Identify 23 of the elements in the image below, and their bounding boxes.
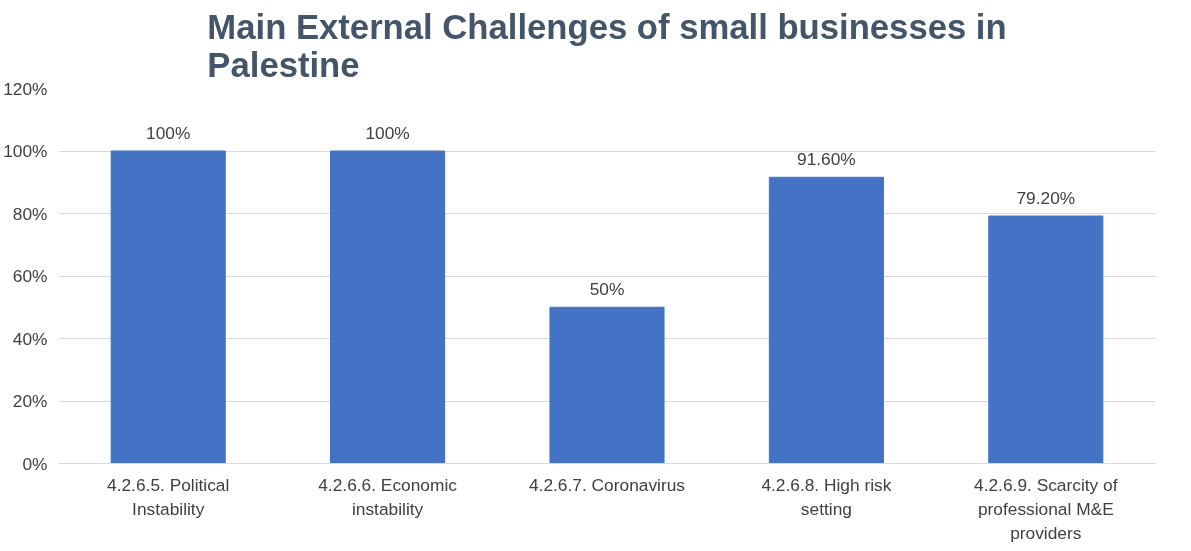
bar bbox=[768, 176, 884, 464]
y-tick-label: 100% bbox=[3, 141, 48, 161]
y-tick-label: 120% bbox=[3, 78, 48, 99]
x-tick-label: 4.2.6.6. Economic instability bbox=[318, 474, 458, 519]
y-tick-label: 60% bbox=[12, 266, 48, 286]
bar bbox=[330, 150, 446, 464]
data-label: 50% bbox=[589, 279, 625, 300]
bar bbox=[549, 306, 665, 464]
y-tick-label: 80% bbox=[12, 203, 48, 224]
x-tick-label: 4.2.6.5. Political Instability bbox=[107, 474, 230, 519]
data-label: 100% bbox=[146, 123, 191, 143]
bar bbox=[988, 215, 1104, 464]
x-tick-label: 4.2.6.7. Coronavirus bbox=[528, 474, 686, 495]
data-label: 79.20% bbox=[1016, 188, 1076, 208]
bar bbox=[110, 150, 226, 464]
y-tick-label: 40% bbox=[12, 328, 48, 349]
y-tick-label: 20% bbox=[12, 391, 48, 411]
data-label: 91.60% bbox=[797, 149, 856, 170]
data-label: 100% bbox=[365, 123, 410, 143]
chart-title: Main External Challenges of small businesses in Palestine bbox=[207, 7, 1007, 84]
y-tick-label: 0% bbox=[22, 453, 48, 474]
x-tick-label: 4.2.6.8. High risk setting bbox=[761, 474, 892, 519]
x-tick-label: 4.2.6.9. Scarcity of professional M&E providers bbox=[974, 474, 1118, 543]
